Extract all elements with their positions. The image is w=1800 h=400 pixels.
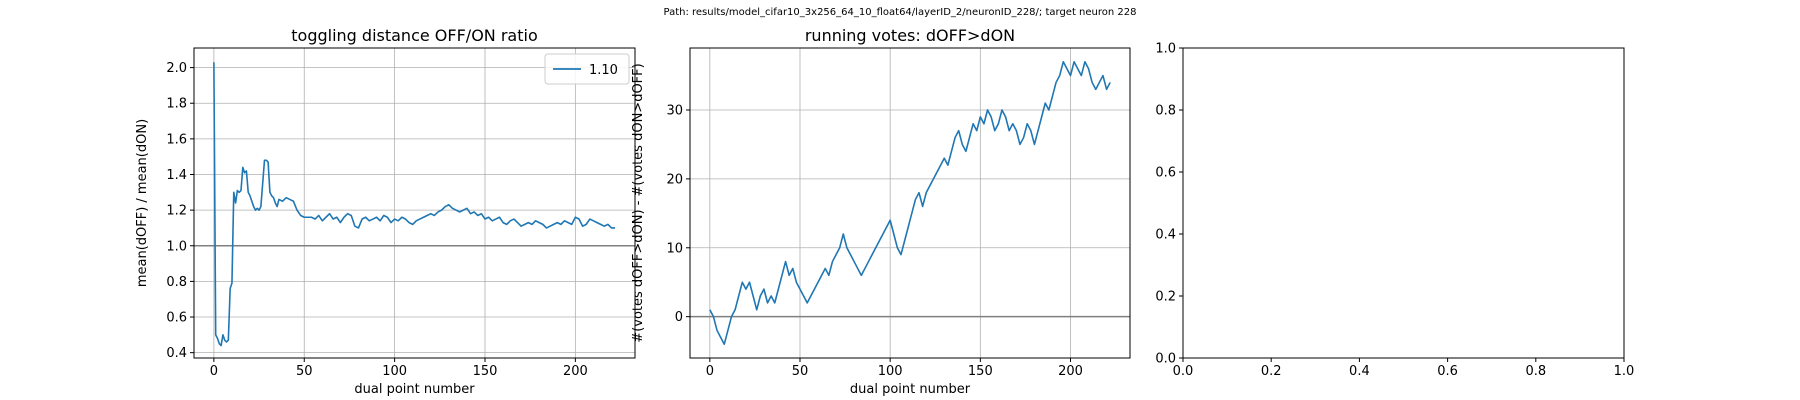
x-tick-label: 100 [878, 364, 903, 379]
y-tick-label: 0.8 [1155, 104, 1176, 119]
x-tick-label: 0.4 [1349, 364, 1370, 379]
panel-running-votes: 0 50 100 150 200 0 10 20 30 running votes: dOFF>d… [631, 26, 1131, 397]
x-axis-label: dual point number [850, 382, 971, 397]
y-tick-label: 0.2 [1155, 290, 1176, 305]
x-tick-label: 150 [473, 364, 498, 379]
x-tick-label: 50 [296, 364, 313, 379]
y-tick-label: 2.0 [166, 61, 187, 76]
y-tick-label: 0.4 [1155, 228, 1176, 243]
y-tick-label: 1.6 [166, 132, 187, 147]
axes-frame [193, 47, 636, 359]
x-tick-label: 0.8 [1525, 364, 1546, 379]
y-tick-label: 1.0 [1155, 42, 1176, 57]
x-tick-label: 50 [792, 364, 809, 379]
y-tick-label: 30 [666, 104, 683, 119]
figure-suptitle: Path: results/model_cifar10_3x256_64_10_… [663, 7, 1137, 18]
y-tick-label: 10 [666, 241, 683, 256]
x-tick-label: 200 [563, 364, 588, 379]
y-tick-label: 1.0 [166, 239, 187, 254]
x-tick-label: 1.0 [1614, 364, 1635, 379]
y-axis-label: #(votes dOFF>dON) - #(votes dON>dOFF) [631, 63, 646, 342]
y-tick-label: 0.8 [166, 275, 187, 290]
axes-frame [689, 47, 1131, 359]
panel-toggling-distance-ratio: 0 50 100 150 200 0.4 0.6 0.8 1.0 1.2 1.4 1.6 1.8 2.0 t… [135, 26, 636, 397]
x-tick-label: 0.6 [1437, 364, 1458, 379]
series-line [213, 62, 616, 347]
x-axis-label: dual point number [354, 382, 475, 397]
panel-empty-axes: 0.0 0.2 0.4 0.6 0.8 1.0 0.0 0.2 0.4 0.6 0.8 1.0 [1155, 42, 1634, 380]
y-axis-label: mean(dOFF) / mean(dON) [135, 119, 150, 287]
chart-title: toggling distance OFF/ON ratio [291, 26, 537, 45]
y-tick-label: 1.8 [166, 97, 187, 112]
x-tick-label: 0 [706, 364, 714, 379]
y-tick-label: 0.4 [166, 346, 187, 361]
x-tick-label: 0 [210, 364, 218, 379]
series-line [709, 60, 1111, 346]
y-tick-label: 1.2 [166, 204, 187, 219]
y-tick-label: 0.6 [166, 311, 187, 326]
chart-title: running votes: dOFF>dON [805, 26, 1015, 45]
y-tick-label: 20 [666, 172, 683, 187]
legend-label: 1.10 [589, 63, 618, 78]
y-tick-label: 0 [675, 310, 683, 325]
x-tick-label: 150 [968, 364, 993, 379]
x-tick-label: 100 [382, 364, 407, 379]
y-tick-label: 0.6 [1155, 166, 1176, 181]
axes-frame [1182, 47, 1625, 359]
x-tick-label: 0.2 [1261, 364, 1282, 379]
legend-box [544, 53, 630, 85]
x-tick-label: 0.0 [1173, 364, 1194, 379]
legend: 1.10 [544, 53, 630, 85]
y-tick-label: 0.0 [1155, 352, 1176, 367]
x-tick-label: 200 [1058, 364, 1083, 379]
y-tick-label: 1.4 [166, 168, 187, 183]
